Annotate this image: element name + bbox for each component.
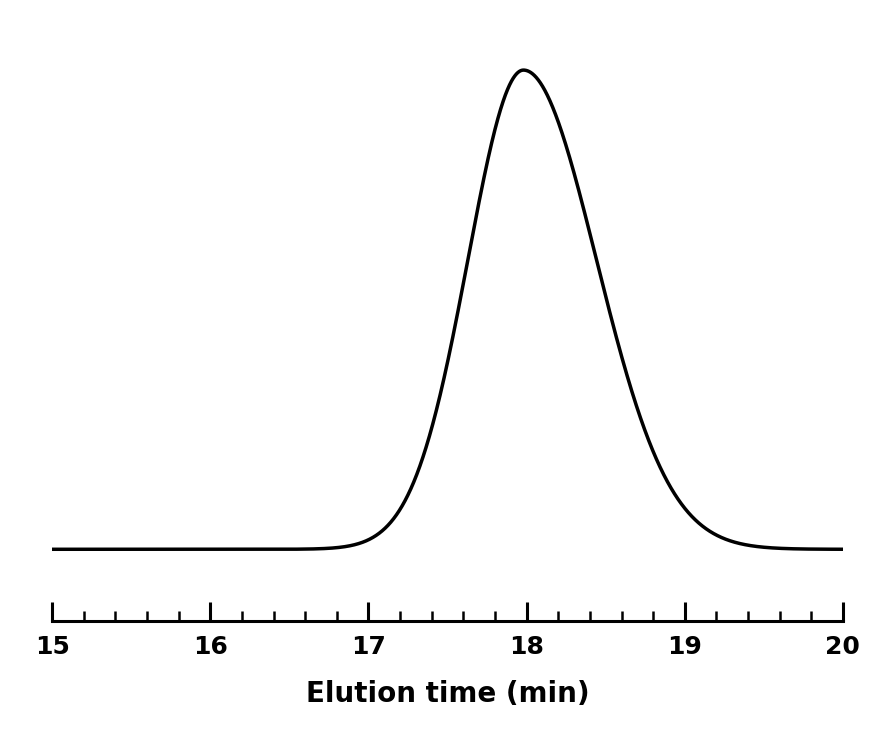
X-axis label: Elution time (min): Elution time (min) <box>306 680 589 708</box>
